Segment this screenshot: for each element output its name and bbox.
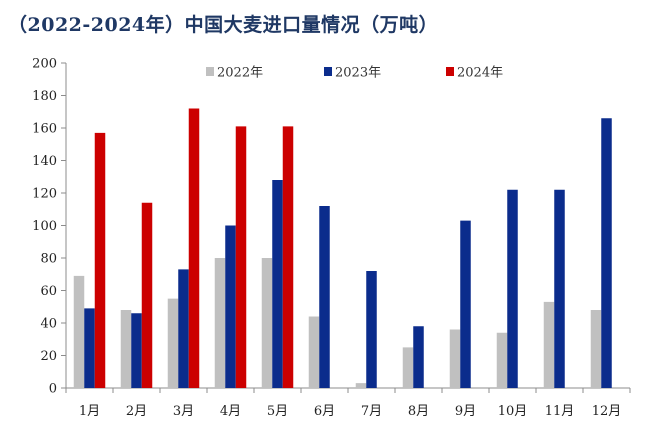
legend-label-1: 2022年 xyxy=(217,66,263,81)
bar-2-12 xyxy=(601,118,612,388)
bar-1-2 xyxy=(120,310,132,388)
bar-2-2 xyxy=(131,313,142,388)
x-tick-label: 5月 xyxy=(267,404,288,419)
legend-label-3: 2024年 xyxy=(457,66,503,81)
y-tick-label: 20 xyxy=(40,349,57,364)
bar-3-5 xyxy=(282,126,294,389)
bar-3-1 xyxy=(94,132,106,389)
bar-1-11 xyxy=(543,301,555,389)
x-tick-label: 1月 xyxy=(79,404,100,419)
bar-1-4 xyxy=(214,258,226,388)
bar-2-4 xyxy=(225,225,236,388)
x-tick-label: 6月 xyxy=(314,404,335,419)
legend-label-2: 2023年 xyxy=(335,66,381,81)
bar-3-2 xyxy=(141,202,153,388)
y-tick-label: 120 xyxy=(32,187,57,202)
y-tick-label: 200 xyxy=(32,57,57,72)
bar-2-1 xyxy=(84,308,95,389)
chart-title: （2022-2024年）中国大麦进口量情况（万吨） xyxy=(8,14,439,36)
bar-1-12 xyxy=(590,310,602,388)
bar-1-8 xyxy=(402,347,414,389)
y-tick-label: 140 xyxy=(32,154,57,169)
x-tick-label: 3月 xyxy=(173,404,194,419)
y-tick-label: 60 xyxy=(40,284,57,299)
y-tick-label: 180 xyxy=(32,89,57,104)
bar-3-3 xyxy=(188,108,200,388)
x-tick-label: 10月 xyxy=(498,404,528,419)
bar-2-7 xyxy=(366,271,377,388)
x-tick-label: 9月 xyxy=(455,404,476,419)
x-tick-label: 11月 xyxy=(545,404,575,419)
legend-swatch-1 xyxy=(206,67,214,76)
bar-2-11 xyxy=(554,189,565,388)
bar-1-6 xyxy=(308,316,320,388)
y-tick-label: 0 xyxy=(49,382,57,397)
x-tick-label: 2月 xyxy=(126,404,147,419)
y-tick-label: 40 xyxy=(40,317,57,332)
bar-2-10 xyxy=(507,189,518,388)
bar-2-8 xyxy=(413,326,424,388)
x-tick-label: 4月 xyxy=(220,404,241,419)
bar-2-5 xyxy=(272,180,283,388)
bar-1-1 xyxy=(73,275,85,389)
legend-swatch-2 xyxy=(324,67,332,76)
x-tick-label: 7月 xyxy=(361,404,382,419)
bar-1-5 xyxy=(261,258,273,388)
bar-1-7 xyxy=(355,383,367,389)
bar-2-3 xyxy=(178,269,189,389)
bar-2-9 xyxy=(460,220,471,389)
bar-2-6 xyxy=(319,206,330,388)
bar-3-4 xyxy=(235,126,247,389)
y-tick-label: 100 xyxy=(32,219,57,234)
bar-1-10 xyxy=(496,332,508,388)
x-tick-label: 12月 xyxy=(592,404,622,419)
x-tick-label: 8月 xyxy=(408,404,429,419)
y-tick-label: 80 xyxy=(40,252,57,267)
y-tick-label: 160 xyxy=(32,122,57,137)
bar-1-3 xyxy=(167,298,179,389)
legend-swatch-3 xyxy=(446,67,454,76)
bar-1-9 xyxy=(449,329,461,388)
